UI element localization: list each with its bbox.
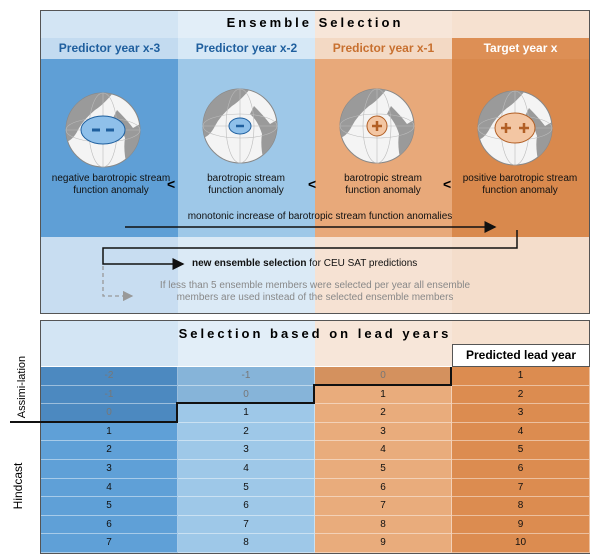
table-cell: 9: [452, 515, 590, 535]
table-cell: -1: [178, 367, 315, 386]
table-cell: -2: [41, 367, 178, 386]
table-cell: 8: [315, 515, 452, 535]
table-cell: 1: [452, 367, 590, 386]
table-cell: 2: [315, 404, 452, 423]
table-header: Predicted lead year: [452, 344, 590, 367]
table-cell: 1: [41, 422, 178, 442]
selection-bold: new ensemble selection: [192, 258, 307, 269]
table-cell: 1: [315, 385, 452, 405]
table-cell: 4: [452, 422, 590, 442]
selection-label: new ensemble selection for CEU SAT predi…: [192, 258, 492, 270]
globe: [66, 93, 140, 167]
comparator: <: [167, 176, 176, 192]
table-cell: 2: [41, 441, 178, 460]
column-header: Predictor year x-1: [332, 41, 435, 55]
table-cell: 7: [315, 497, 452, 516]
description: positive barotropic stream function anom…: [462, 173, 578, 196]
title: Ensemble Selection: [226, 15, 404, 30]
column-header: Target year x: [483, 41, 558, 55]
note: If less than 5 ensemble members were sel…: [159, 280, 471, 303]
description: negative barotropic stream function anom…: [51, 173, 171, 196]
table-cell: 7: [41, 534, 178, 553]
description: barotropic stream function anomaly: [207, 173, 285, 196]
table-cell: 8: [452, 497, 590, 516]
table-cell: 5: [178, 478, 315, 498]
description: barotropic stream function anomaly: [344, 173, 422, 196]
table-cell: 5: [41, 497, 178, 516]
table-cell: 4: [41, 478, 178, 498]
table-cell: 7: [452, 478, 590, 498]
trend-label: monotonic increase of barotropic stream …: [187, 211, 453, 222]
table-cell: 5: [315, 460, 452, 479]
table-title: Selection based on lead years: [178, 326, 452, 341]
top-panel: [40, 10, 590, 314]
table-cell: 7: [178, 515, 315, 535]
table-cell: 3: [315, 422, 452, 442]
globe: [340, 89, 414, 163]
selection-rest: for CEU SAT predictions: [309, 258, 418, 269]
table-cell: 8: [178, 534, 315, 553]
table-cell: 6: [315, 478, 452, 498]
assimilation-boundary: [10, 367, 452, 423]
globe: [478, 91, 552, 165]
comparator: <: [308, 176, 317, 192]
table-cell: 6: [452, 460, 590, 479]
table-cell: 10: [452, 534, 590, 553]
fallback-arrow: [102, 266, 134, 302]
column-header: Predictor year x-3: [58, 41, 161, 55]
table-cell: 2: [178, 422, 315, 442]
table-cell: 3: [178, 441, 315, 460]
comparator: <: [443, 176, 452, 192]
table-cell: -1: [41, 385, 178, 405]
table-cell: 9: [315, 534, 452, 553]
table-cell: 2: [452, 385, 590, 405]
table-cell: 6: [41, 515, 178, 535]
table-cell: 1: [178, 404, 315, 423]
table-cell: 6: [178, 497, 315, 516]
table-cell: 4: [315, 441, 452, 460]
column-header: Predictor year x-2: [195, 41, 298, 55]
table-cell: 4: [178, 460, 315, 479]
table-cell: 3: [452, 404, 590, 423]
selection-arrow: [102, 230, 518, 270]
table-cell: 3: [41, 460, 178, 479]
globe: [203, 89, 277, 163]
table-cell: 5: [452, 441, 590, 460]
